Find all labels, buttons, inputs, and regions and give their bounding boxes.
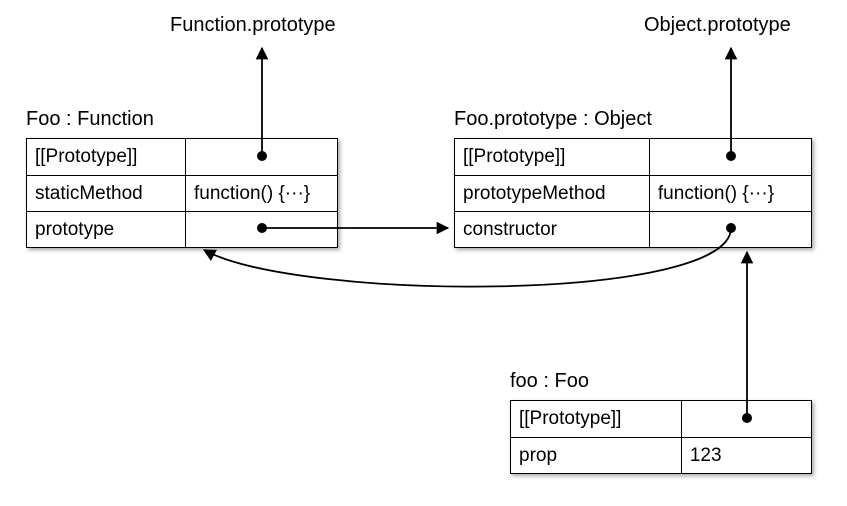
table-row: prototypeMethod function() {···}: [455, 175, 811, 211]
cell-value: function() {···}: [186, 176, 337, 211]
cell-key: [[Prototype]]: [27, 139, 186, 175]
cell-value: 123: [682, 438, 811, 473]
label-function-prototype: Function.prototype: [170, 14, 336, 37]
table-row: [[Prototype]]: [511, 401, 811, 437]
cell-key: [[Prototype]]: [455, 139, 650, 175]
box-foo-function: [[Prototype]] staticMethod function() {·…: [26, 138, 338, 248]
cell-value: [650, 212, 811, 247]
table-row: [[Prototype]]: [455, 139, 811, 175]
cell-value: [682, 401, 811, 437]
box-foo-prototype: [[Prototype]] prototypeMethod function()…: [454, 138, 812, 248]
box-title-foo-instance: foo : Foo: [510, 370, 589, 393]
cell-key: staticMethod: [27, 176, 186, 211]
cell-key: prop: [511, 438, 682, 473]
label-object-prototype: Object.prototype: [644, 14, 791, 37]
cell-value: function() {···}: [650, 176, 811, 211]
table-row: [[Prototype]]: [27, 139, 337, 175]
cell-key: prototype: [27, 212, 186, 247]
table-row: prop 123: [511, 437, 811, 473]
table-row: prototype: [27, 211, 337, 247]
cell-value: [650, 139, 811, 175]
box-foo-instance: [[Prototype]] prop 123: [510, 400, 812, 474]
cell-value: [186, 212, 337, 247]
cell-key: [[Prototype]]: [511, 401, 682, 437]
diagram-canvas: Function.prototype Object.prototype Foo …: [0, 0, 847, 506]
cell-key: constructor: [455, 212, 650, 247]
table-row: staticMethod function() {···}: [27, 175, 337, 211]
cell-value: [186, 139, 337, 175]
box-title-foo-function: Foo : Function: [26, 108, 154, 131]
table-row: constructor: [455, 211, 811, 247]
cell-key: prototypeMethod: [455, 176, 650, 211]
box-title-foo-prototype: Foo.prototype : Object: [454, 108, 652, 131]
